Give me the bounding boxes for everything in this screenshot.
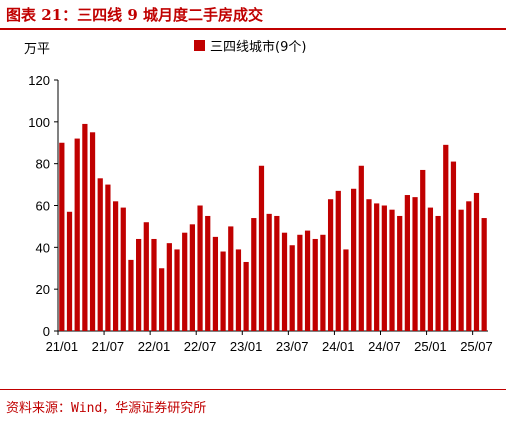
bar	[327, 199, 334, 331]
bar	[166, 243, 172, 331]
y-axis-unit-label: 万平	[24, 42, 51, 57]
bar-chart: 0 20 40 60 80 100 120 21/01 21/07 22/01 22/07 23/01…	[28, 73, 493, 354]
y-tick-label: 0	[43, 324, 50, 339]
bar	[120, 207, 126, 331]
bar	[473, 192, 480, 331]
y-tick-label: 100	[28, 115, 50, 130]
bar	[136, 238, 142, 331]
chart-legend: 三四线城市(9个)	[194, 36, 306, 55]
title-divider	[0, 28, 506, 30]
bar	[466, 201, 472, 331]
bar	[235, 249, 242, 331]
bar	[112, 201, 119, 331]
legend-label: 三四线城市(9个)	[210, 40, 307, 55]
bar	[189, 224, 195, 331]
footer-divider	[0, 389, 506, 390]
bar	[351, 188, 357, 331]
bar	[274, 215, 280, 331]
bar	[174, 249, 180, 331]
bar	[59, 142, 65, 331]
chart-title: 图表 21：三四线 9 城月度二手房成交	[6, 6, 263, 24]
bar	[412, 197, 418, 331]
bar	[343, 249, 349, 331]
bar	[228, 226, 234, 331]
bar	[458, 209, 464, 331]
y-tick-label: 80	[36, 157, 50, 172]
bar	[435, 215, 441, 331]
bar	[366, 199, 372, 331]
bar	[281, 232, 288, 331]
bar	[159, 268, 165, 331]
bar	[212, 236, 219, 331]
bar	[297, 234, 303, 331]
y-tick-label: 60	[36, 199, 50, 214]
x-tick-label: 25/07	[460, 339, 493, 354]
bar	[220, 251, 226, 331]
bar	[450, 161, 457, 331]
x-tick-label: 24/01	[322, 339, 355, 354]
y-tick-label: 20	[36, 282, 50, 297]
bar	[266, 213, 272, 331]
bar	[128, 259, 134, 331]
bar	[389, 209, 395, 331]
x-tick-label: 23/01	[230, 339, 263, 354]
bar	[304, 230, 311, 331]
source-note: 资料来源：Wind，华源证券研究所	[6, 401, 207, 416]
bar	[381, 205, 387, 331]
bar	[335, 190, 341, 331]
x-tick-label: 21/01	[46, 339, 79, 354]
bar	[143, 222, 149, 331]
bar	[97, 178, 103, 331]
x-tick-label: 24/07	[368, 339, 401, 354]
bar	[66, 211, 73, 331]
legend-swatch	[194, 40, 205, 51]
x-tick-label: 23/07	[276, 339, 309, 354]
bar	[358, 165, 364, 331]
bar	[320, 234, 326, 331]
bar	[82, 123, 88, 331]
x-tick-label: 22/07	[184, 339, 217, 354]
bar	[420, 169, 426, 331]
bar	[205, 215, 211, 331]
bar	[74, 138, 80, 331]
x-tick-label: 22/01	[138, 339, 171, 354]
bar	[289, 245, 295, 331]
bar	[105, 184, 111, 331]
bar	[443, 144, 449, 331]
bar	[251, 218, 257, 331]
bar	[243, 261, 249, 331]
x-tick-label: 21/07	[92, 339, 125, 354]
bar	[89, 132, 96, 331]
bar	[427, 207, 434, 331]
bar	[182, 232, 188, 331]
x-tick-label: 25/01	[414, 339, 447, 354]
bar	[397, 215, 403, 331]
bar	[404, 195, 410, 331]
y-tick-label: 40	[36, 240, 50, 255]
bar	[197, 205, 203, 331]
y-tick-label: 120	[28, 73, 50, 88]
bar	[151, 238, 157, 331]
bar	[374, 203, 380, 331]
bar	[481, 218, 487, 331]
bar	[258, 165, 265, 331]
bar	[312, 238, 318, 331]
